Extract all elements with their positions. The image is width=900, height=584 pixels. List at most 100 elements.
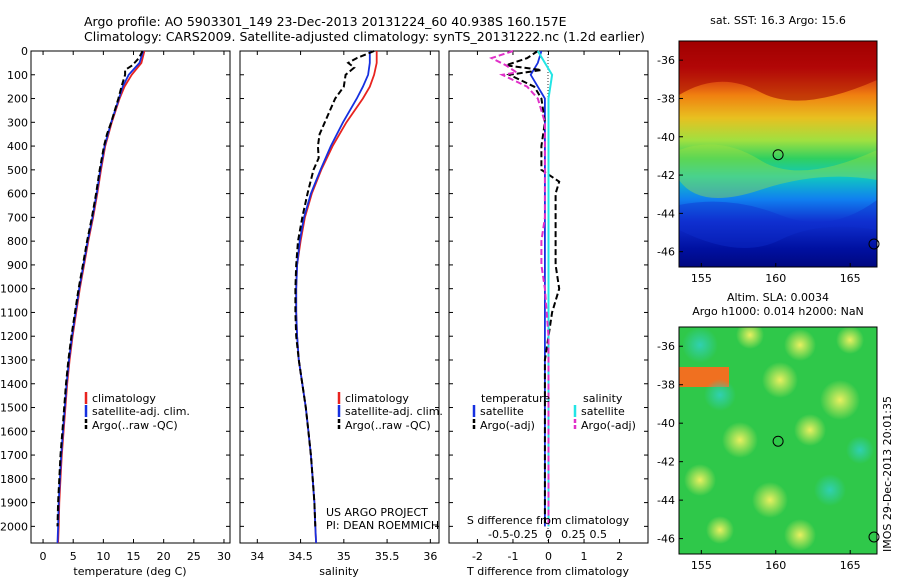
x-tick-label: 2 <box>616 550 623 563</box>
side-timestamp: IMOS 29-Dec-2013 20:01:35 <box>881 396 894 552</box>
depth-tick-label: 500 <box>7 164 28 177</box>
sst-map-title: sat. SST: 16.3 Argo: 15.6 <box>710 14 846 27</box>
x-tick-label: 0 <box>545 550 552 563</box>
header-line-2: Climatology: CARS2009. Satellite-adjuste… <box>84 29 645 44</box>
x-tick-label: 25 <box>187 550 201 563</box>
depth-tick-label: 1400 <box>0 378 28 391</box>
lat-tick-label: -42 <box>657 169 675 182</box>
depth-tick-label: 900 <box>7 259 28 272</box>
satellite-line <box>56 50 145 544</box>
credit-line-1: US ARGO PROJECT <box>326 506 428 519</box>
lat-tick-label: -42 <box>657 456 675 469</box>
temperature-axis-label: temperature (deg C) <box>73 565 186 578</box>
lat-tick-label: -44 <box>657 207 675 220</box>
t-argo-line <box>505 50 561 527</box>
legend-temperature-heading: temperature <box>481 392 550 405</box>
x-tick-label: 1 <box>581 550 588 563</box>
sla-map-image <box>679 327 877 554</box>
difference-profile-lines <box>488 50 561 527</box>
lat-tick-label: -36 <box>657 340 675 353</box>
legend-satellite-label: satellite-adj. clim. <box>345 405 443 418</box>
legend-s-satellite-label: satellite <box>581 405 625 418</box>
salinity-legend: climatology satellite-adj. clim. Argo(..… <box>337 392 443 432</box>
s-diff-tick-label: -0.5 <box>488 528 509 541</box>
temperature-panel-frame <box>30 50 231 544</box>
depth-tick-label: 600 <box>7 188 28 201</box>
x-tick-label: 34.5 <box>288 550 313 563</box>
sla-map-title-2: Argo h1000: 0.014 h2000: NaN <box>692 305 864 318</box>
lat-tick-label: -40 <box>657 131 675 144</box>
lat-tick-label: -38 <box>657 379 675 392</box>
depth-tick-label: 0 <box>21 45 28 58</box>
temperature-legend: climatology satellite-adj. clim. Argo(..… <box>84 392 190 432</box>
sla-map-frame <box>678 326 878 555</box>
salinity-panel-frame <box>239 50 440 544</box>
credit-line-2: PI: DEAN ROEMMICH <box>326 519 439 532</box>
depth-tick-label: 700 <box>7 211 28 224</box>
s-diff-tick-label: 0.25 <box>561 528 586 541</box>
sla-map-axes: -36 -38 -40 -42 -44 -46 155 160 165 <box>657 340 861 572</box>
lat-tick-label: -46 <box>657 246 675 259</box>
x-tick-label: 10 <box>96 550 110 563</box>
depth-tick-label: 1500 <box>0 402 28 415</box>
s-difference-axis-label: S difference from climatology <box>467 514 630 527</box>
salinity-x-axis: 34 34.5 35 35.5 36 <box>250 51 437 563</box>
legend-climatology-label: climatology <box>92 392 156 405</box>
depth-axis: 0 100 200 300 400 500 600 700 800 900 1000 1100 1200… <box>0 45 648 533</box>
satellite-line <box>295 51 371 544</box>
climatology-line <box>57 50 146 544</box>
depth-tick-label: 1700 <box>0 449 28 462</box>
legend-argo-label: Argo(..raw -QC) <box>92 419 178 432</box>
x-tick-label: 35 <box>337 550 351 563</box>
depth-tick-label: 1300 <box>0 354 28 367</box>
x-tick-label: 20 <box>157 550 171 563</box>
x-tick-label: 34 <box>250 550 264 563</box>
t-satellite-line <box>529 50 546 527</box>
sla-map-title-1: Altim. SLA: 0.0034 <box>727 291 829 304</box>
x-tick-label: 36 <box>423 550 437 563</box>
sst-map-image <box>679 41 877 267</box>
coast-marker <box>868 531 880 543</box>
salinity-axis-label: salinity <box>319 565 359 578</box>
sst-map-axes: -36 -38 -40 -42 -44 -46 155 160 165 <box>657 54 861 285</box>
argo-location-marker <box>772 149 784 161</box>
lat-tick-label: -38 <box>657 92 675 105</box>
argo-location-marker <box>772 435 784 447</box>
s-difference-top-axis: -0.5 -0.25 0 0.25 0.5 <box>488 528 607 541</box>
x-tick-label: -2 <box>472 550 483 563</box>
x-tick-label: 0 <box>40 550 47 563</box>
depth-tick-label: 200 <box>7 93 28 106</box>
difference-legend: temperature satellite Argo(-adj) salinit… <box>472 392 636 432</box>
depth-tick-label: 1600 <box>0 425 28 438</box>
x-tick-label: 15 <box>127 550 141 563</box>
x-tick-label: 35.5 <box>375 550 400 563</box>
lon-tick-label: 160 <box>765 559 786 572</box>
depth-tick-label: 1200 <box>0 330 28 343</box>
lon-tick-label: 155 <box>691 559 712 572</box>
depth-tick-label: 1800 <box>0 473 28 486</box>
t-difference-axis-label: T difference from climatology <box>466 565 629 578</box>
depth-tick-label: 1900 <box>0 497 28 510</box>
x-tick-label: 5 <box>70 550 77 563</box>
x-tick-label: -1 <box>507 550 518 563</box>
header-line-1: Argo profile: AO 5903301_149 23-Dec-2013… <box>84 14 567 29</box>
sst-map-frame <box>678 40 878 268</box>
s-satellite-line <box>536 50 554 527</box>
s-diff-tick-label: -0.25 <box>509 528 537 541</box>
legend-t-argo-label: Argo(-adj) <box>480 419 535 432</box>
lon-tick-label: 155 <box>691 272 712 285</box>
depth-tick-label: 2000 <box>0 520 28 533</box>
depth-tick-label: 400 <box>7 140 28 153</box>
lat-tick-label: -36 <box>657 54 675 67</box>
legend-argo-label: Argo(..raw -QC) <box>345 419 431 432</box>
s-diff-tick-label: 0.5 <box>590 528 608 541</box>
x-tick-label: 30 <box>217 550 231 563</box>
s-argo-line <box>488 50 550 527</box>
lon-tick-label: 165 <box>840 559 861 572</box>
lat-tick-label: -46 <box>657 533 675 546</box>
legend-climatology-label: climatology <box>345 392 409 405</box>
depth-tick-label: 300 <box>7 116 28 129</box>
temperature-x-axis: 0 5 10 15 20 25 30 <box>40 51 231 563</box>
depth-tick-label: 800 <box>7 235 28 248</box>
